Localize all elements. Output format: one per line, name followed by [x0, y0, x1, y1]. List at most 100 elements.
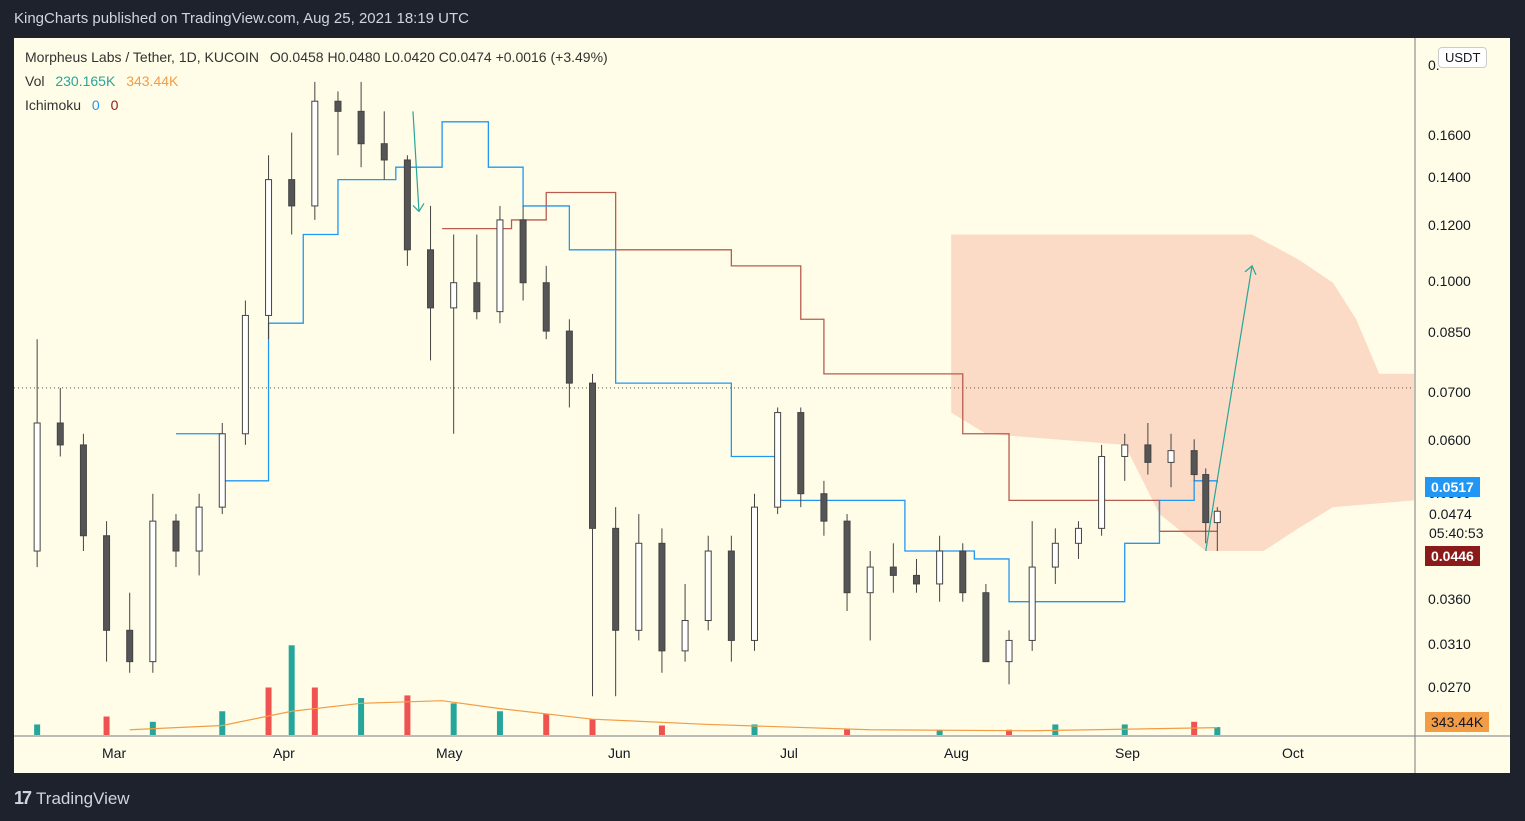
currency-selector[interactable]: USDT — [1438, 47, 1488, 68]
candle-body — [172, 520, 180, 552]
candle-body — [357, 110, 365, 145]
volume-ma-line — [129, 700, 1218, 732]
candle-body — [380, 143, 388, 161]
volume-bar — [496, 711, 503, 735]
volume-bar — [658, 725, 665, 735]
volume-bar — [1214, 727, 1221, 735]
candle-body — [727, 550, 735, 641]
candle-body — [56, 422, 64, 446]
vol-label: Vol — [25, 73, 45, 89]
volume-bar — [589, 719, 596, 735]
price-tick: 0.0600 — [1428, 432, 1471, 448]
candle-body — [1098, 455, 1106, 529]
candle-body — [565, 330, 573, 384]
price-tick: 0.1200 — [1428, 217, 1471, 233]
candle-body — [126, 629, 134, 663]
volume-bar — [358, 698, 365, 735]
time-label: Sep — [1115, 745, 1140, 761]
candle-body — [912, 574, 920, 585]
candle-body — [1051, 542, 1059, 568]
candle-body — [681, 620, 689, 652]
candle-body — [1074, 527, 1082, 544]
publisher-header: KingCharts published on TradingView.com,… — [14, 10, 470, 27]
annotation-arrow-down — [412, 111, 420, 212]
time-label: Jul — [780, 745, 798, 761]
price-tick: 0.0310 — [1428, 636, 1471, 652]
vol-value: 230.165K — [55, 73, 116, 89]
volume-bar — [543, 713, 550, 735]
price-tick: 0.0700 — [1428, 384, 1471, 400]
legend-ichimoku-row[interactable]: Ichimoku 0 0 — [25, 97, 125, 113]
candle-body — [450, 282, 458, 309]
candle-body — [1144, 444, 1152, 463]
price-tick: 0.0360 — [1428, 591, 1471, 607]
candle-body — [1121, 444, 1129, 457]
candle-body — [241, 314, 249, 435]
candle-body — [1213, 510, 1221, 524]
candle-body — [1190, 450, 1198, 476]
candle-body — [635, 542, 643, 631]
vol-ma-value: 343.44K — [126, 73, 179, 89]
volume-bar — [1052, 724, 1059, 735]
candle-body — [1202, 474, 1210, 524]
price-tick: 0.1400 — [1428, 169, 1471, 185]
volume-bar — [844, 728, 851, 735]
candle-body — [403, 159, 411, 251]
candle-body — [936, 550, 944, 585]
kijun-line — [442, 191, 1218, 532]
candle-body — [866, 566, 874, 594]
ichimoku-label: Ichimoku — [25, 97, 82, 113]
candle-body — [612, 527, 620, 631]
price-tick: 0.1600 — [1428, 127, 1471, 143]
time-label: Aug — [944, 745, 969, 761]
ohlc-values: O0.0458 H0.0480 L0.0420 C0.0474 +0.0016 … — [269, 49, 608, 65]
volume-bar — [265, 687, 272, 735]
candle-body — [265, 179, 273, 316]
bar-countdown: 05:40:53 — [1429, 525, 1484, 541]
time-label: Mar — [102, 745, 127, 761]
candle-body — [820, 493, 828, 522]
volume-bar — [751, 724, 758, 735]
candle-body — [959, 550, 967, 594]
volume-bar — [404, 695, 411, 735]
volume-bar — [311, 687, 318, 735]
candle-body — [103, 535, 111, 631]
volume-ma-tag: 343.44K — [1425, 712, 1490, 732]
price-tick: 0.0270 — [1428, 679, 1471, 695]
time-label: Jun — [608, 745, 631, 761]
candle-body — [843, 520, 851, 594]
time-label: Oct — [1282, 745, 1304, 761]
candle-body — [797, 412, 805, 495]
candle-body — [33, 422, 41, 552]
candle-body — [589, 382, 597, 529]
candle-body — [542, 282, 550, 332]
candle-body — [334, 100, 342, 112]
time-label: May — [436, 745, 463, 761]
volume-bar — [103, 716, 110, 735]
candle-body — [658, 542, 666, 652]
tradingview-brand[interactable]: TradingView — [36, 788, 130, 808]
candle-body — [519, 219, 527, 284]
chart-frame[interactable]: Morpheus Labs / Tether, 1D, KUCOIN O0.04… — [14, 38, 1510, 773]
candle-body — [427, 249, 435, 309]
candle-body — [79, 444, 87, 537]
current-price-tag: 0.0517 — [1425, 477, 1480, 497]
ichimoku-kijun-value: 0 — [110, 97, 119, 113]
price-tick: 0.1000 — [1428, 273, 1471, 289]
candle-body — [704, 550, 712, 622]
volume-bar — [450, 703, 457, 735]
candle-body — [1028, 566, 1036, 641]
price-tick: 0.0850 — [1428, 324, 1471, 340]
candle-body — [473, 282, 481, 313]
kijun-price-tag: 0.0446 — [1425, 546, 1480, 566]
ichimoku-tenkan-value: 0 — [91, 97, 100, 113]
candle-body — [774, 412, 782, 508]
candle-body — [982, 592, 990, 663]
volume-bar — [936, 729, 943, 735]
price-chart[interactable] — [14, 38, 1510, 773]
price-tick-top: 0. — [1428, 57, 1440, 73]
legend-volume-row[interactable]: Vol 230.165K 343.44K — [25, 73, 185, 89]
volume-bar — [34, 724, 41, 735]
symbol-name[interactable]: Morpheus Labs / Tether, 1D, KUCOIN — [25, 49, 259, 65]
footer: 17 TradingView — [14, 788, 130, 809]
